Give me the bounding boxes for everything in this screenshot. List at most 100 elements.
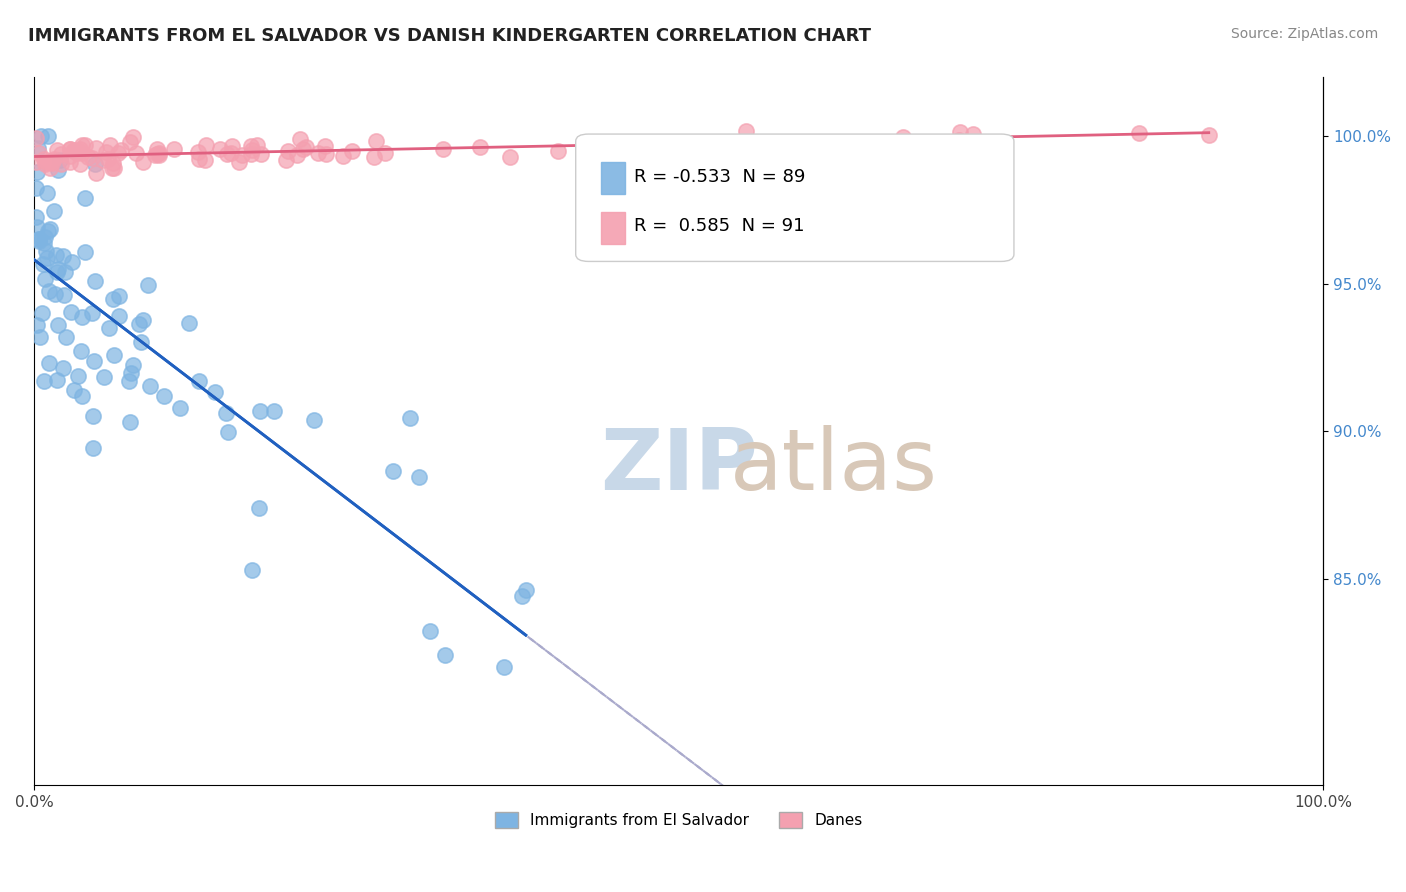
Danes (221, 139, 243, 153)
Immigrants from El Salvador (399, 410, 422, 425)
Danes (42, 153, 65, 167)
Text: atlas: atlas (730, 425, 938, 508)
Danes (340, 145, 363, 159)
Danes (162, 142, 184, 156)
Danes (295, 140, 318, 154)
Immigrants from El Salvador (46, 318, 69, 332)
Danes (250, 146, 273, 161)
Immigrants from El Salvador (28, 232, 51, 246)
Danes (39, 154, 62, 169)
Immigrants from El Salvador (204, 384, 226, 399)
Immigrants from El Salvador (37, 129, 59, 144)
Immigrants from El Salvador (107, 289, 129, 303)
Danes (121, 129, 143, 144)
Text: IMMIGRANTS FROM EL SALVADOR VS DANISH KINDERGARTEN CORRELATION CHART: IMMIGRANTS FROM EL SALVADOR VS DANISH KI… (28, 27, 872, 45)
Danes (148, 145, 170, 160)
Immigrants from El Salvador (37, 224, 59, 238)
Danes (239, 139, 262, 153)
Immigrants from El Salvador (515, 582, 537, 597)
Danes (146, 147, 169, 161)
Immigrants from El Salvador (103, 292, 125, 306)
Immigrants from El Salvador (53, 265, 76, 279)
Immigrants from El Salvador (45, 373, 67, 387)
Danes (93, 153, 115, 167)
Bar (602, 162, 624, 194)
Danes (143, 148, 166, 162)
Danes (97, 152, 120, 166)
Danes (80, 151, 103, 165)
Danes (240, 144, 263, 158)
Immigrants from El Salvador (263, 404, 285, 418)
Danes (194, 138, 217, 153)
Immigrants from El Salvador (27, 141, 49, 155)
Immigrants from El Salvador (82, 305, 104, 319)
Danes (1198, 128, 1220, 143)
Immigrants from El Salvador (103, 348, 125, 362)
Danes (103, 156, 125, 170)
Immigrants from El Salvador (27, 318, 49, 332)
Text: ZIP: ZIP (600, 425, 758, 508)
Danes (187, 145, 209, 159)
Immigrants from El Salvador (169, 401, 191, 415)
Danes (228, 155, 250, 169)
Immigrants from El Salvador (32, 235, 55, 250)
Immigrants from El Salvador (215, 406, 238, 420)
Immigrants from El Salvador (240, 563, 263, 577)
Danes (891, 129, 914, 144)
Danes (315, 146, 337, 161)
Danes (219, 146, 242, 161)
Immigrants from El Salvador (120, 366, 142, 380)
Danes (246, 138, 269, 153)
Immigrants from El Salvador (60, 255, 83, 269)
Immigrants from El Salvador (38, 284, 60, 298)
Immigrants from El Salvador (93, 370, 115, 384)
Immigrants from El Salvador (25, 165, 48, 179)
FancyBboxPatch shape (575, 134, 1014, 261)
Danes (69, 157, 91, 171)
Danes (131, 155, 153, 169)
Immigrants from El Salvador (83, 354, 105, 368)
Immigrants from El Salvador (28, 234, 51, 248)
Immigrants from El Salvador (83, 156, 105, 170)
Immigrants from El Salvador (31, 257, 53, 271)
Legend: Immigrants from El Salvador, Danes: Immigrants from El Salvador, Danes (489, 805, 869, 834)
Immigrants from El Salvador (75, 244, 97, 259)
Danes (276, 153, 298, 167)
Immigrants from El Salvador (34, 229, 56, 244)
Danes (59, 142, 82, 156)
Danes (59, 142, 82, 156)
Immigrants from El Salvador (82, 441, 104, 455)
Immigrants from El Salvador (187, 374, 209, 388)
Immigrants from El Salvador (382, 463, 405, 477)
Immigrants from El Salvador (132, 312, 155, 326)
Immigrants from El Salvador (32, 374, 55, 388)
Immigrants from El Salvador (302, 413, 325, 427)
Danes (432, 142, 454, 156)
Immigrants from El Salvador (138, 378, 160, 392)
Danes (41, 156, 63, 170)
Immigrants from El Salvador (153, 389, 176, 403)
Immigrants from El Salvador (72, 310, 94, 324)
Danes (34, 157, 56, 171)
Immigrants from El Salvador (37, 251, 59, 265)
Immigrants from El Salvador (136, 278, 159, 293)
Immigrants from El Salvador (35, 244, 58, 259)
Danes (34, 152, 56, 166)
Text: R = -0.533  N = 89: R = -0.533 N = 89 (634, 168, 806, 186)
Danes (96, 145, 118, 159)
Danes (66, 146, 89, 161)
Immigrants from El Salvador (59, 305, 82, 319)
Danes (101, 161, 124, 175)
Immigrants from El Salvador (44, 287, 66, 301)
Immigrants from El Salvador (46, 261, 69, 276)
Danes (547, 144, 569, 158)
Danes (25, 155, 48, 169)
Immigrants from El Salvador (34, 272, 56, 286)
Immigrants from El Salvador (419, 624, 441, 639)
Danes (948, 133, 970, 147)
Immigrants from El Salvador (249, 500, 271, 515)
Danes (314, 139, 336, 153)
Immigrants from El Salvador (52, 360, 75, 375)
Danes (98, 138, 121, 153)
Immigrants from El Salvador (67, 368, 90, 383)
